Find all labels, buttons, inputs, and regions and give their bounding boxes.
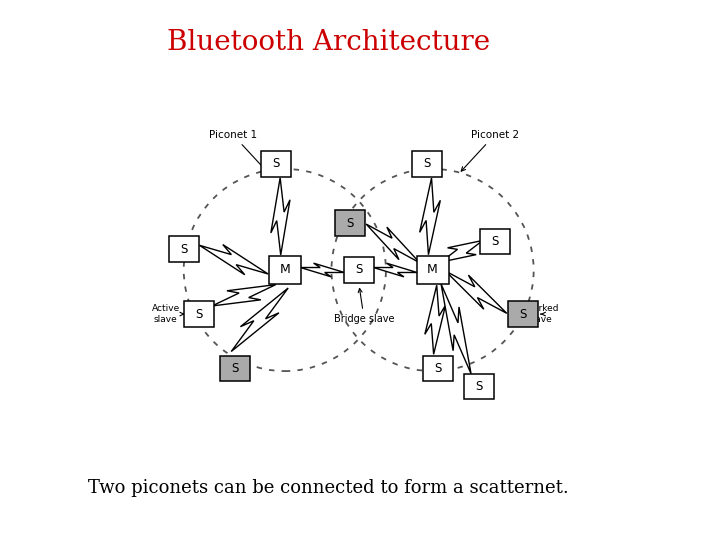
- Text: Active
slave: Active slave: [151, 305, 184, 324]
- Text: S: S: [520, 308, 527, 321]
- Polygon shape: [420, 178, 441, 255]
- Text: Bluetooth Architecture: Bluetooth Architecture: [167, 29, 490, 56]
- FancyBboxPatch shape: [220, 356, 250, 381]
- Text: M: M: [427, 264, 438, 276]
- FancyBboxPatch shape: [464, 374, 494, 400]
- FancyBboxPatch shape: [416, 256, 449, 284]
- Text: S: S: [434, 362, 441, 375]
- Text: Two piconets can be connected to form a scatternet.: Two piconets can be connected to form a …: [89, 479, 570, 497]
- FancyBboxPatch shape: [269, 256, 301, 284]
- FancyBboxPatch shape: [184, 301, 215, 327]
- Text: S: S: [423, 157, 431, 170]
- Polygon shape: [374, 263, 417, 277]
- FancyBboxPatch shape: [335, 211, 364, 236]
- Text: S: S: [180, 243, 187, 256]
- Polygon shape: [366, 224, 420, 263]
- Text: S: S: [346, 217, 354, 230]
- Text: S: S: [272, 157, 279, 170]
- Text: Bridge slave: Bridge slave: [334, 288, 395, 324]
- Polygon shape: [441, 240, 483, 262]
- Text: S: S: [231, 362, 238, 375]
- Polygon shape: [199, 245, 268, 275]
- FancyBboxPatch shape: [261, 151, 291, 177]
- Polygon shape: [212, 285, 276, 306]
- FancyBboxPatch shape: [168, 237, 199, 262]
- Text: S: S: [355, 264, 363, 276]
- Polygon shape: [446, 271, 507, 313]
- Polygon shape: [425, 285, 446, 354]
- Polygon shape: [231, 288, 288, 352]
- Polygon shape: [300, 263, 344, 277]
- FancyBboxPatch shape: [413, 151, 442, 177]
- Polygon shape: [441, 284, 471, 374]
- Text: S: S: [475, 380, 483, 393]
- FancyBboxPatch shape: [344, 257, 374, 283]
- Text: Piconet 1: Piconet 1: [209, 130, 266, 171]
- Polygon shape: [271, 178, 290, 255]
- Text: Parked
slave: Parked slave: [528, 305, 559, 324]
- Text: Piconet 2: Piconet 2: [462, 130, 519, 171]
- Text: M: M: [279, 264, 290, 276]
- FancyBboxPatch shape: [423, 356, 453, 381]
- FancyBboxPatch shape: [508, 301, 539, 327]
- Text: S: S: [491, 235, 498, 248]
- Text: S: S: [196, 308, 203, 321]
- FancyBboxPatch shape: [480, 228, 510, 254]
